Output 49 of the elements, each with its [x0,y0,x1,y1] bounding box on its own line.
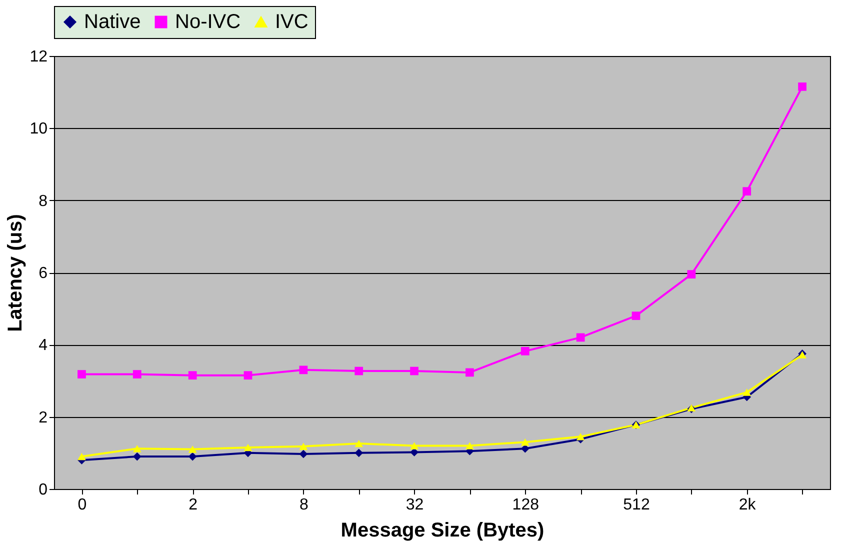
point [244,371,252,380]
y-tick-label: 8 [38,192,48,210]
x-tick-label: 8 [299,496,308,514]
y-tick-label: 6 [38,265,48,282]
point [78,452,86,460]
legend-label: IVC [275,11,308,33]
point [354,366,364,376]
point [299,366,308,374]
point [132,444,142,452]
x-tick-label: 0 [78,496,87,514]
point [410,448,418,456]
y-tick-label: 2 [38,409,48,426]
point [798,82,806,91]
y-tick-label: 12 [30,48,48,66]
point [132,452,142,461]
point [576,433,585,440]
legend-label: Native [84,11,141,33]
point [244,444,252,452]
y-axis-title: Latency (us) [4,214,27,332]
x-tick-label: 2 [188,496,198,514]
point [188,446,197,453]
point [354,440,364,448]
point [410,366,418,376]
point [466,368,474,377]
point [188,452,197,461]
point [742,187,752,196]
x-tick-label: 512 [623,496,650,514]
point [354,448,364,458]
x-axis-title: Message Size (Bytes) [340,520,544,542]
point [410,442,418,450]
x-tick-label: 2k [738,496,757,514]
point [576,333,585,342]
point [299,442,308,450]
point [632,312,640,320]
point [687,270,696,278]
y-tick-label: 4 [38,337,48,354]
point [188,371,197,380]
point [520,346,530,356]
y-tick-label: 10 [30,120,48,138]
legend-label: No-IVC [175,11,241,33]
point [299,450,308,458]
x-tick-label: 32 [406,496,424,514]
point [742,388,752,396]
x-tick-label: 128 [512,496,540,514]
point [78,370,86,378]
point [466,442,474,450]
y-tick-label: 0 [38,482,48,498]
point [520,438,530,446]
point [132,370,142,378]
